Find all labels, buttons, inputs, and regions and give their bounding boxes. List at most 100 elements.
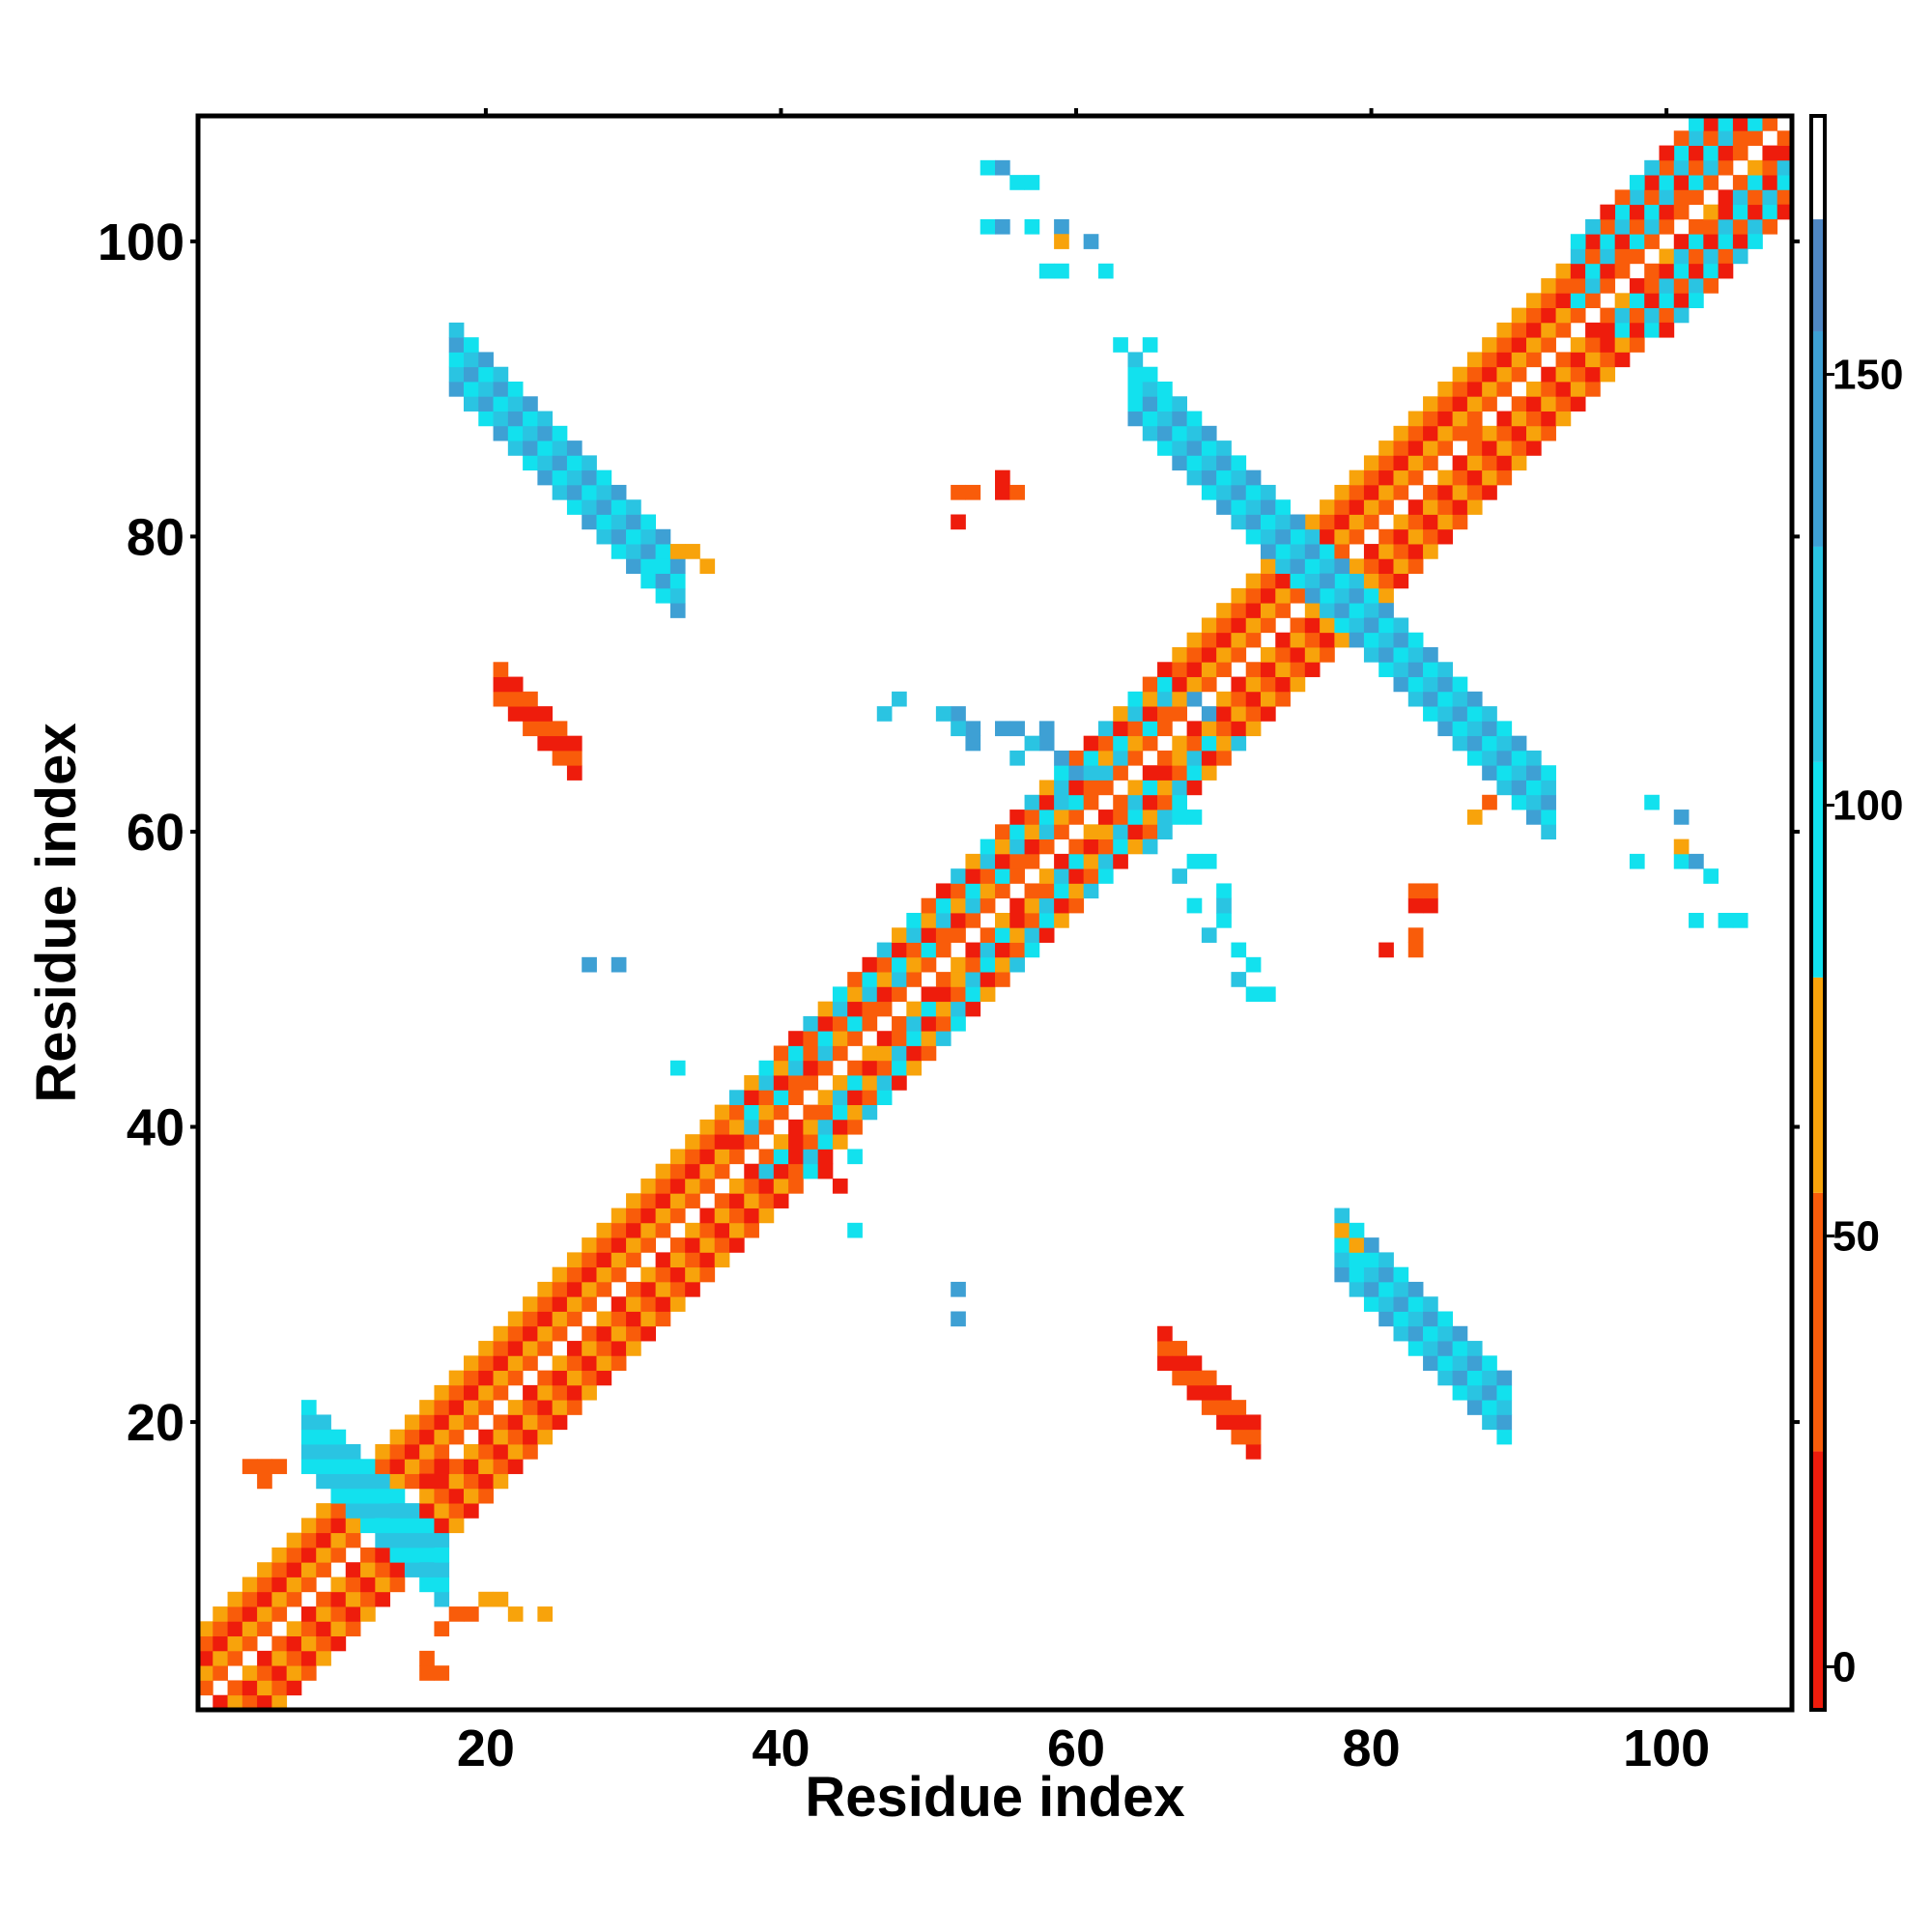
colorbar-tick-label: 0 xyxy=(1833,1643,1856,1690)
heatmap-cell xyxy=(1423,528,1438,545)
heatmap-cell xyxy=(1496,469,1513,486)
heatmap-cell xyxy=(1290,587,1306,604)
heatmap-cell xyxy=(1393,676,1409,693)
heatmap-cell xyxy=(1378,499,1394,515)
heatmap-cell xyxy=(1762,145,1778,161)
heatmap-cell xyxy=(1555,278,1572,294)
heatmap-cell xyxy=(965,735,981,752)
heatmap-cell xyxy=(626,1208,641,1224)
heatmap-cell xyxy=(493,1325,509,1342)
heatmap-cell xyxy=(669,1208,686,1224)
heatmap-cell xyxy=(1718,116,1734,131)
heatmap-cell xyxy=(655,1208,671,1224)
heatmap-cell xyxy=(1172,750,1188,766)
y-tick-label: 60 xyxy=(127,804,185,862)
heatmap-cell xyxy=(448,382,465,397)
heatmap-cell xyxy=(935,972,952,987)
heatmap-cell xyxy=(1585,352,1601,368)
heatmap-cell xyxy=(729,1193,745,1208)
heatmap-cell xyxy=(582,1355,597,1372)
heatmap-cell xyxy=(1231,632,1247,648)
heatmap-cell xyxy=(1068,897,1085,914)
heatmap-cell xyxy=(316,1532,331,1548)
heatmap-cell xyxy=(493,676,509,693)
heatmap-cell xyxy=(464,1503,479,1519)
heatmap-cell xyxy=(1689,130,1704,146)
heatmap-cell xyxy=(1201,632,1217,648)
colorbar-band xyxy=(1811,546,1825,762)
heatmap-cell xyxy=(1482,1384,1497,1401)
heatmap-cell xyxy=(1186,469,1203,486)
heatmap-cell xyxy=(1644,159,1660,176)
heatmap-cell xyxy=(300,1577,317,1593)
heatmap-cell xyxy=(1172,691,1188,707)
heatmap-cell xyxy=(1334,573,1350,589)
heatmap-cell xyxy=(832,1134,848,1150)
heatmap-cell xyxy=(744,1179,759,1194)
heatmap-cell xyxy=(389,1459,406,1474)
heatmap-cell xyxy=(1378,544,1394,559)
heatmap-cell xyxy=(300,1621,317,1637)
heatmap-cell xyxy=(507,1370,524,1386)
heatmap-cell xyxy=(596,484,612,500)
heatmap-cell xyxy=(1482,735,1497,752)
heatmap-cell xyxy=(566,469,582,486)
heatmap-cell xyxy=(1466,366,1483,383)
heatmap-cell xyxy=(360,1459,376,1474)
heatmap-cell xyxy=(537,1296,554,1312)
heatmap-cell xyxy=(1275,573,1291,589)
heatmap-cell xyxy=(1629,204,1645,220)
heatmap-cell xyxy=(537,1414,554,1431)
heatmap-cell xyxy=(1526,780,1542,796)
heatmap-cell xyxy=(1600,218,1616,235)
heatmap-cell xyxy=(685,1134,700,1150)
heatmap-cell xyxy=(1304,544,1321,559)
heatmap-cell xyxy=(1423,883,1438,899)
heatmap-cell xyxy=(832,1045,848,1062)
heatmap-cell xyxy=(773,1134,789,1150)
heatmap-cell xyxy=(892,1060,907,1076)
heatmap-cell xyxy=(1511,396,1527,412)
heatmap-cell xyxy=(1038,868,1055,884)
heatmap-cell xyxy=(1407,499,1424,515)
heatmap-cell xyxy=(935,1031,952,1046)
heatmap-cell xyxy=(1703,116,1719,131)
heatmap-cell xyxy=(1526,411,1542,427)
heatmap-cell xyxy=(1334,544,1350,559)
heatmap-cell xyxy=(1083,853,1099,869)
heatmap-cell xyxy=(1245,469,1262,486)
heatmap-cell xyxy=(1127,750,1144,766)
heatmap-cell xyxy=(448,1473,465,1490)
heatmap-cell xyxy=(1216,603,1232,618)
heatmap-cell xyxy=(1231,587,1247,604)
heatmap-cell xyxy=(1452,721,1468,737)
heatmap-cell xyxy=(1231,676,1247,693)
heatmap-cell xyxy=(448,322,465,338)
heatmap-cell xyxy=(1496,455,1513,471)
heatmap-cell xyxy=(1142,676,1158,693)
heatmap-cell xyxy=(1570,293,1586,309)
heatmap-cell xyxy=(1054,234,1069,249)
heatmap-cell xyxy=(892,1015,907,1032)
heatmap-cell xyxy=(1113,337,1128,353)
heatmap-cell xyxy=(419,1577,435,1593)
heatmap-cell xyxy=(316,1473,331,1490)
heatmap-cell xyxy=(507,1325,524,1342)
heatmap-cell xyxy=(685,1179,700,1194)
heatmap-cell xyxy=(995,883,1010,899)
heatmap-cell xyxy=(1038,794,1055,810)
heatmap-cell xyxy=(1555,322,1572,338)
colorbar-tick-label: 100 xyxy=(1833,782,1903,830)
heatmap-cell xyxy=(1511,455,1527,471)
heatmap-cell xyxy=(1496,1384,1513,1401)
heatmap-cell xyxy=(1231,484,1247,500)
heatmap-cell xyxy=(198,1635,213,1652)
heatmap-cell xyxy=(817,1090,834,1106)
heatmap-cell xyxy=(1393,1281,1409,1297)
heatmap-cell xyxy=(1216,913,1232,928)
heatmap-cell xyxy=(862,972,878,987)
heatmap-cell xyxy=(744,1119,759,1135)
heatmap-cell xyxy=(434,1591,450,1607)
heatmap-cell xyxy=(1349,528,1365,545)
heatmap-cell xyxy=(552,1266,568,1283)
